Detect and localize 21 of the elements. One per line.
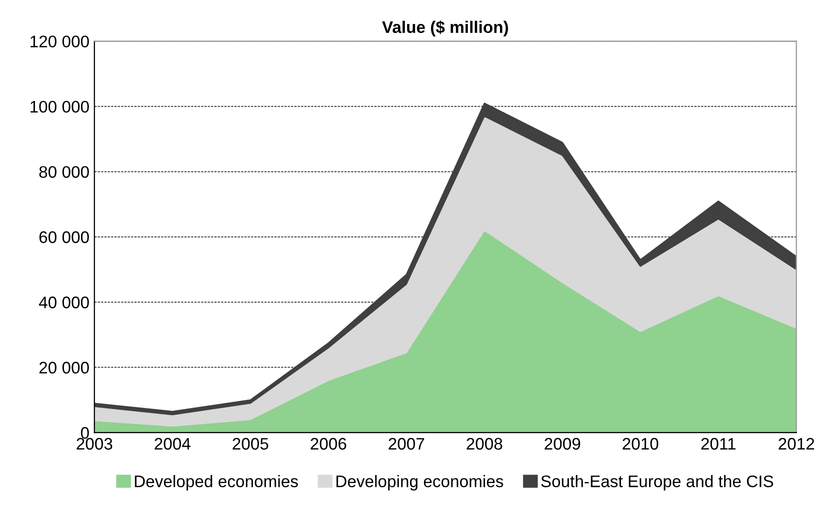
y-tick-label: 60 000 bbox=[39, 231, 89, 244]
y-tick-label: 80 000 bbox=[39, 166, 89, 178]
x-tick-label: 2003 bbox=[76, 438, 112, 450]
y-tick-label: 40 000 bbox=[38, 296, 89, 308]
x-tick-label: 2009 bbox=[544, 438, 580, 450]
legend-label: South-East Europe and the CIS bbox=[541, 475, 774, 491]
legend-label: Developing economies bbox=[336, 475, 504, 491]
chart-title: Value ($ million) bbox=[382, 20, 508, 36]
x-tick-label: 2011 bbox=[701, 438, 736, 450]
y-tick-label: 120 000 bbox=[30, 36, 89, 48]
y-tick-label: 100 000 bbox=[30, 100, 89, 113]
x-tick-label: 2012 bbox=[778, 438, 814, 450]
x-tick-label: 2007 bbox=[388, 438, 424, 450]
x-tick-label: 2004 bbox=[154, 438, 190, 450]
x-tick-label: 2008 bbox=[466, 438, 502, 450]
y-tick-label: 20 000 bbox=[39, 362, 89, 374]
x-tick-label: 2006 bbox=[310, 438, 346, 450]
x-tick-label: 2010 bbox=[622, 438, 658, 450]
legend-label: Developed economies bbox=[134, 475, 298, 491]
x-tick-label: 2005 bbox=[232, 438, 268, 450]
y-tick-label: 0 bbox=[80, 427, 89, 439]
